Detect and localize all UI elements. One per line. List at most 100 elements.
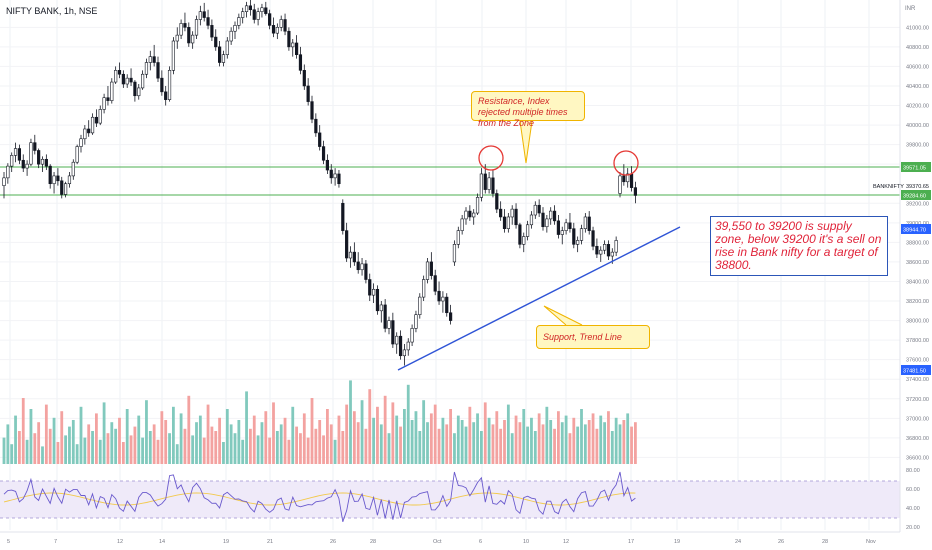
candle	[121, 70, 125, 88]
upper-level-tag: 39571.05	[901, 162, 931, 172]
candle-body	[13, 148, 18, 156]
candle-body	[491, 177, 495, 194]
candle-body	[472, 212, 476, 218]
candle	[510, 205, 514, 225]
volume-bar	[302, 413, 306, 464]
candle-body	[10, 155, 14, 167]
candle	[302, 64, 306, 90]
rsi-tick-label: 80.00	[906, 468, 920, 474]
candle	[75, 144, 79, 165]
candle-body	[410, 328, 414, 343]
volume-bar	[483, 402, 487, 464]
candle-body	[510, 208, 514, 218]
volume-bar	[175, 444, 179, 464]
candle-body	[352, 251, 356, 263]
candle	[87, 120, 91, 137]
volume-bar	[56, 442, 60, 464]
volume-bar	[464, 426, 468, 464]
candle-body	[629, 173, 634, 188]
candle	[252, 3, 256, 24]
candle	[314, 113, 318, 137]
candle	[425, 258, 430, 284]
volume-bar	[510, 433, 514, 464]
candle-body	[194, 19, 199, 36]
volume-bar	[137, 415, 141, 464]
price-tick-label: 37400.00	[906, 377, 929, 383]
volume-bar	[460, 420, 464, 464]
volume-bar	[37, 422, 41, 464]
upper-level-tag-text: 39571.05	[903, 166, 926, 172]
volume-bar	[33, 433, 37, 464]
candle	[518, 222, 522, 249]
candle-body	[379, 304, 383, 312]
candle-body	[25, 163, 29, 169]
rsi-tick-label: 60.00	[906, 487, 920, 493]
candle	[260, 3, 264, 18]
candle	[583, 213, 587, 233]
candle-body	[187, 27, 191, 44]
resistance-callout-text: Resistance, Index rejected multiple time…	[478, 96, 568, 128]
candle	[175, 27, 179, 49]
candle	[229, 27, 233, 45]
volume-bar	[152, 424, 156, 464]
time-tick-label: 24	[735, 539, 741, 545]
volume-bar	[518, 422, 522, 464]
time-tick-label: Oct	[433, 539, 442, 545]
volume-bar	[476, 413, 479, 464]
volume-bar	[6, 424, 10, 464]
support-callout-pointer	[543, 305, 583, 326]
volume-bar	[568, 433, 572, 464]
time-tick-label: 14	[159, 539, 165, 545]
candle	[152, 44, 156, 67]
candle-body	[264, 7, 268, 14]
candle	[271, 17, 276, 38]
candle	[37, 148, 41, 169]
candle-body	[499, 208, 503, 218]
candle	[368, 273, 372, 302]
volume-bar	[21, 398, 25, 464]
candle-body	[225, 40, 229, 55]
volume-bar	[25, 439, 29, 464]
volume-bar	[414, 411, 418, 464]
price-tick-label: 37800.00	[906, 338, 929, 344]
candle	[187, 22, 191, 47]
candle-body	[560, 230, 564, 235]
time-axis: 5 7 12 14 19 21 26 28 Oct 6 10 12 17 19 24 26 28 Nov	[0, 531, 900, 545]
volume-bar	[453, 433, 456, 464]
candle	[298, 46, 303, 75]
candle	[29, 138, 33, 167]
low-price-tag-bg	[901, 365, 931, 375]
candle	[83, 125, 87, 145]
volume-bar	[71, 420, 75, 464]
candle	[179, 19, 183, 40]
candle	[395, 332, 399, 354]
candle	[529, 211, 534, 229]
candle-body	[475, 197, 480, 214]
candle-body	[414, 314, 418, 329]
candle-body	[402, 349, 407, 357]
support-callout: Support, Trend Line	[536, 325, 650, 349]
candle	[345, 222, 349, 262]
candle-body	[391, 320, 395, 345]
time-tick-label: 19	[674, 539, 680, 545]
candle	[71, 159, 75, 180]
candle	[371, 283, 376, 303]
volume-bar	[391, 402, 395, 464]
candle	[114, 66, 118, 85]
candle	[256, 7, 260, 26]
candle	[225, 37, 229, 59]
volume-bar	[252, 415, 256, 464]
volume-bar	[202, 437, 206, 464]
candle-body	[325, 159, 330, 171]
candle-body	[483, 173, 487, 190]
candle	[191, 31, 195, 49]
volume-bar	[603, 422, 606, 464]
price-axis: INR 41000.00 40800.00 40600.00 40400.00 40200…	[873, 0, 931, 532]
candle-body	[356, 261, 360, 271]
candle	[502, 209, 507, 233]
volume-bar	[364, 428, 368, 464]
volume-bar	[168, 433, 171, 464]
lower-level-tag-text: 39284.60	[903, 194, 926, 200]
candle-body	[418, 296, 422, 316]
candle	[206, 9, 210, 30]
